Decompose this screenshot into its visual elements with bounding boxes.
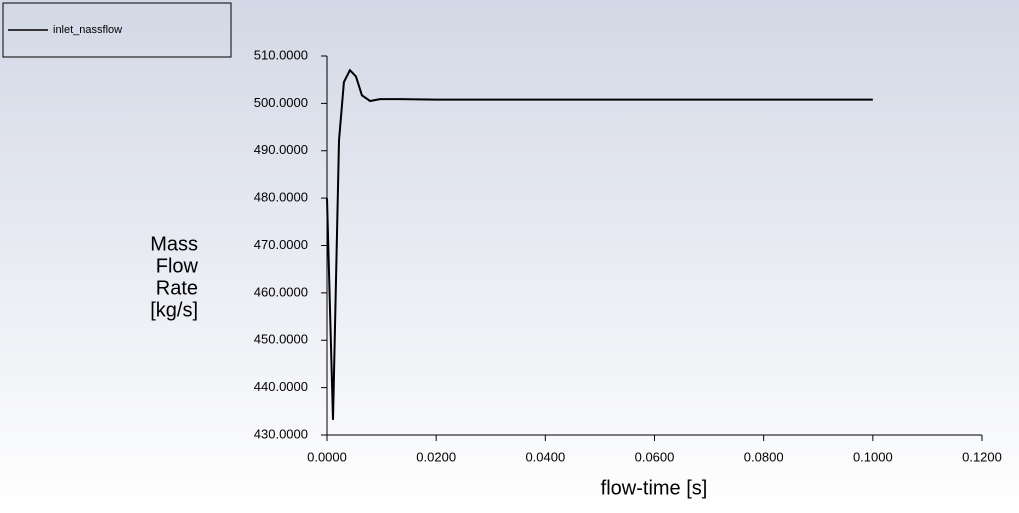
y-tick-label: 470.0000 [254, 237, 308, 252]
y-tick-label: 500.0000 [254, 95, 308, 110]
y-tick-label: 440.0000 [254, 379, 308, 394]
y-tick-label: 490.0000 [254, 142, 308, 157]
x-tick-label: 0.0600 [635, 449, 675, 464]
y-tick-label: 510.0000 [254, 47, 308, 62]
y-tick-label: 450.0000 [254, 332, 308, 347]
y-tick-label: 430.0000 [254, 426, 308, 441]
x-axis-label: flow-time [s] [601, 477, 708, 499]
y-axis-label: Flow [156, 255, 199, 277]
x-tick-label: 0.0800 [744, 449, 784, 464]
y-axis-label: [kg/s] [150, 299, 198, 321]
y-tick-label: 460.0000 [254, 284, 308, 299]
legend-box [2, 2, 232, 58]
x-tick-label: 0.0200 [416, 449, 456, 464]
legend-label: inlet_nassflow [53, 24, 122, 36]
x-tick-label: 0.0400 [525, 449, 565, 464]
y-tick-label: 480.0000 [254, 190, 308, 205]
x-tick-label: 0.1000 [853, 449, 893, 464]
x-tick-label: 0.1200 [962, 449, 1002, 464]
data-line [326, 68, 873, 420]
y-axis-label: Rate [156, 277, 198, 299]
x-tick-label: 0.0000 [307, 449, 347, 464]
y-axis-label: Mass [150, 233, 198, 255]
